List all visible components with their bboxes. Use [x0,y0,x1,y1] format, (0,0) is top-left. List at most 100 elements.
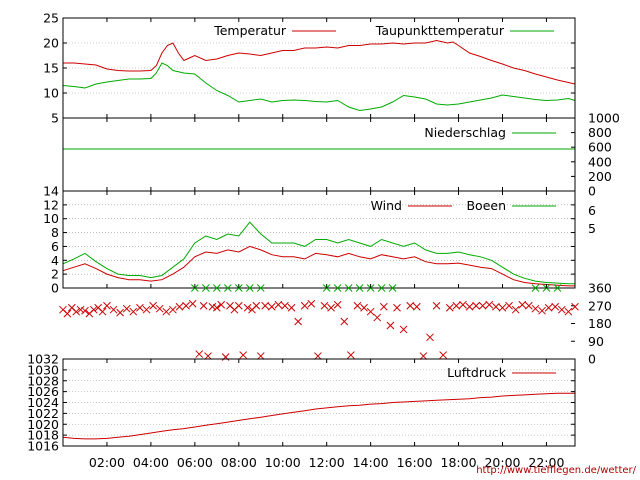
direction-point [116,308,124,317]
direction-point [300,301,309,310]
y-tick-label: 1030 [27,362,59,377]
direction-point [465,302,474,311]
direction-point [234,301,243,310]
direction-point [388,284,397,292]
y-tick-label-right: 0 [588,352,596,367]
direction-point [155,304,164,313]
y-tick-label-right: 400 [588,154,612,169]
y-tick-label: 10 [43,211,59,226]
x-tick-label: 02:00 [89,455,125,470]
direction-point [377,284,386,292]
direction-point [333,300,342,309]
direction-point [353,301,362,310]
direction-point [307,299,316,308]
direction-point [274,300,283,309]
series-line-panel-wind-1 [62,221,575,285]
y-tick-label: 1016 [27,439,59,454]
direction-point [412,302,421,311]
y-tick-label: 10 [43,86,59,101]
direction-point [553,284,562,292]
direction-point [142,305,151,314]
direction-point [485,300,494,309]
direction-point [252,301,261,310]
legend-label: Taupunkttemperatur [375,23,505,38]
direction-point [333,284,342,292]
direction-point [294,317,302,326]
direction-point [419,352,428,360]
direction-point [478,301,487,310]
direction-point [492,302,500,311]
direction-point [149,301,157,310]
y-tick-label-right: 360 [588,281,612,296]
direction-point [261,301,270,310]
legend-label: Temperatur [213,23,287,38]
direction-point [223,284,232,292]
direction-point [531,304,540,313]
direction-point [256,352,265,360]
direction-point [239,351,248,359]
y-tick-label: 4 [51,253,59,268]
time-axis: 02:00 04:00 06:00 08:00 10:00 12:00 14:00 16:00… [89,18,564,470]
x-tick-label: 08:00 [221,455,257,470]
y-tick-label-right: 1000 [588,111,620,126]
direction-point [314,352,322,360]
direction-point [571,302,579,311]
y-tick-label: 1032 [27,352,59,367]
y-tick-label-right: 0 [588,184,596,199]
y-tick-label-right: 90 [588,334,604,349]
direction-point [208,302,217,311]
x-tick-label: 16:00 [397,455,433,470]
y-tick-label: 8 [51,225,59,240]
direction-point [445,303,454,312]
y-tick-label: 1018 [27,428,59,443]
y-tick-label: 1026 [27,384,59,399]
direction-point [287,303,296,312]
series-line-panel-temp-1 [62,62,576,112]
direction-point [63,309,72,318]
y-tick-label: 14 [43,184,59,199]
direction-point [267,302,276,311]
direction-point [432,301,441,310]
direction-point [89,305,98,314]
direction-point [243,303,252,312]
y-tick-label-right: 200 [588,169,612,184]
direction-point [281,301,289,310]
direction-point [399,325,408,334]
y-tick-label-right: 5 [588,221,596,236]
temperature-panel: 5 10 15 20 25 Temperatur Taupunkttemperatur [43,11,576,126]
direction-point [426,333,434,342]
source-url: http://www.tiefflegen.de/wetter/ [476,465,636,476]
direction-point [327,303,335,312]
direction-point [472,301,480,310]
direction-point [518,300,527,309]
direction-point [355,284,364,292]
x-tick-label: 06:00 [177,455,213,470]
x-tick-label: 04:00 [133,455,169,470]
y-tick-label: 2 [51,267,59,282]
pressure-frame [62,358,576,447]
direction-point [320,301,329,310]
wind-frame [62,190,576,289]
wind-direction-panel: 0 90 180 270 360 [59,281,612,367]
direction-point [551,302,560,311]
direction-point [386,321,395,330]
y-tick-label: 1028 [27,373,59,388]
x-tick-label: 10:00 [265,455,301,470]
direction-point [531,284,540,292]
y-tick-label-right: 600 [588,140,612,155]
direction-point [406,301,415,310]
direction-point [544,303,553,312]
direction-point [201,284,210,292]
direction-point [538,306,546,315]
direction-point [347,351,355,359]
direction-point [98,307,107,316]
y-tick-label-right: 6 [588,203,596,218]
direction-point [360,303,368,312]
direction-point [525,301,533,310]
direction-point [195,350,204,358]
legend-label: Luftdruck [447,365,507,380]
